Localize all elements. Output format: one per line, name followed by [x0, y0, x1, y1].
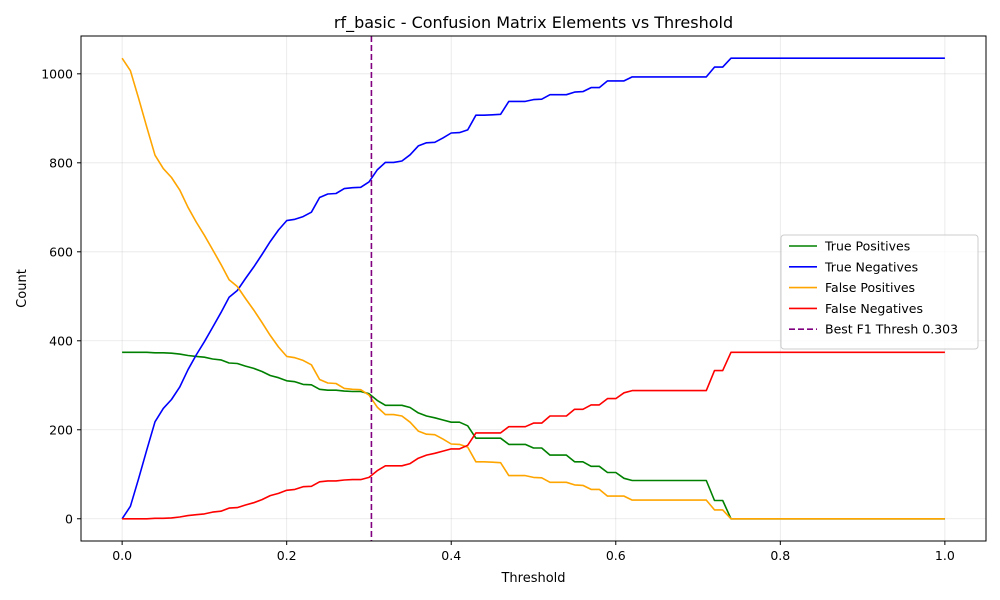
legend-label-true-negatives: True Negatives	[824, 259, 918, 274]
y-tick-label: 800	[49, 155, 73, 170]
false-positives-line	[121, 57, 945, 520]
legend-box	[780, 234, 979, 350]
y-tick-label: 200	[49, 422, 73, 437]
y-axis-label: Count	[15, 269, 30, 308]
x-tick-label: 0.8	[770, 548, 790, 563]
true-negatives-line	[121, 57, 945, 520]
legend: True Positives True Negatives False Positi…	[780, 234, 979, 350]
chart-title: rf_basic - Confusion Matrix Elements vs …	[334, 13, 733, 33]
y-tick-label: 0	[65, 511, 73, 526]
x-tick-label: 0.2	[277, 548, 297, 563]
plot-area-frame	[80, 35, 987, 542]
y-tick-label: 400	[49, 333, 73, 348]
x-tick-label: 0.6	[606, 548, 626, 563]
axis-ticks: 0.0 0.2 0.4 0.6 0.8 1.0 0 200 400 600 800 1000	[41, 66, 955, 563]
true-positives-line	[122, 351, 945, 520]
false-negatives-line	[122, 351, 945, 520]
y-tick-label: 1000	[41, 66, 73, 81]
legend-label-false-negatives: False Negatives	[825, 301, 923, 316]
x-axis-label: Threshold	[500, 571, 565, 586]
x-tick-label: 1.0	[935, 548, 955, 563]
y-tick-label: 600	[49, 244, 73, 259]
x-tick-label: 0.0	[112, 548, 132, 563]
x-tick-label: 0.4	[441, 548, 461, 563]
legend-label-false-positives: False Positives	[825, 280, 915, 295]
series-lines	[121, 57, 945, 520]
legend-label-best-f1-thresh-0-303: Best F1 Thresh 0.303	[825, 322, 958, 337]
legend-label-true-positives: True Positives	[824, 239, 910, 254]
